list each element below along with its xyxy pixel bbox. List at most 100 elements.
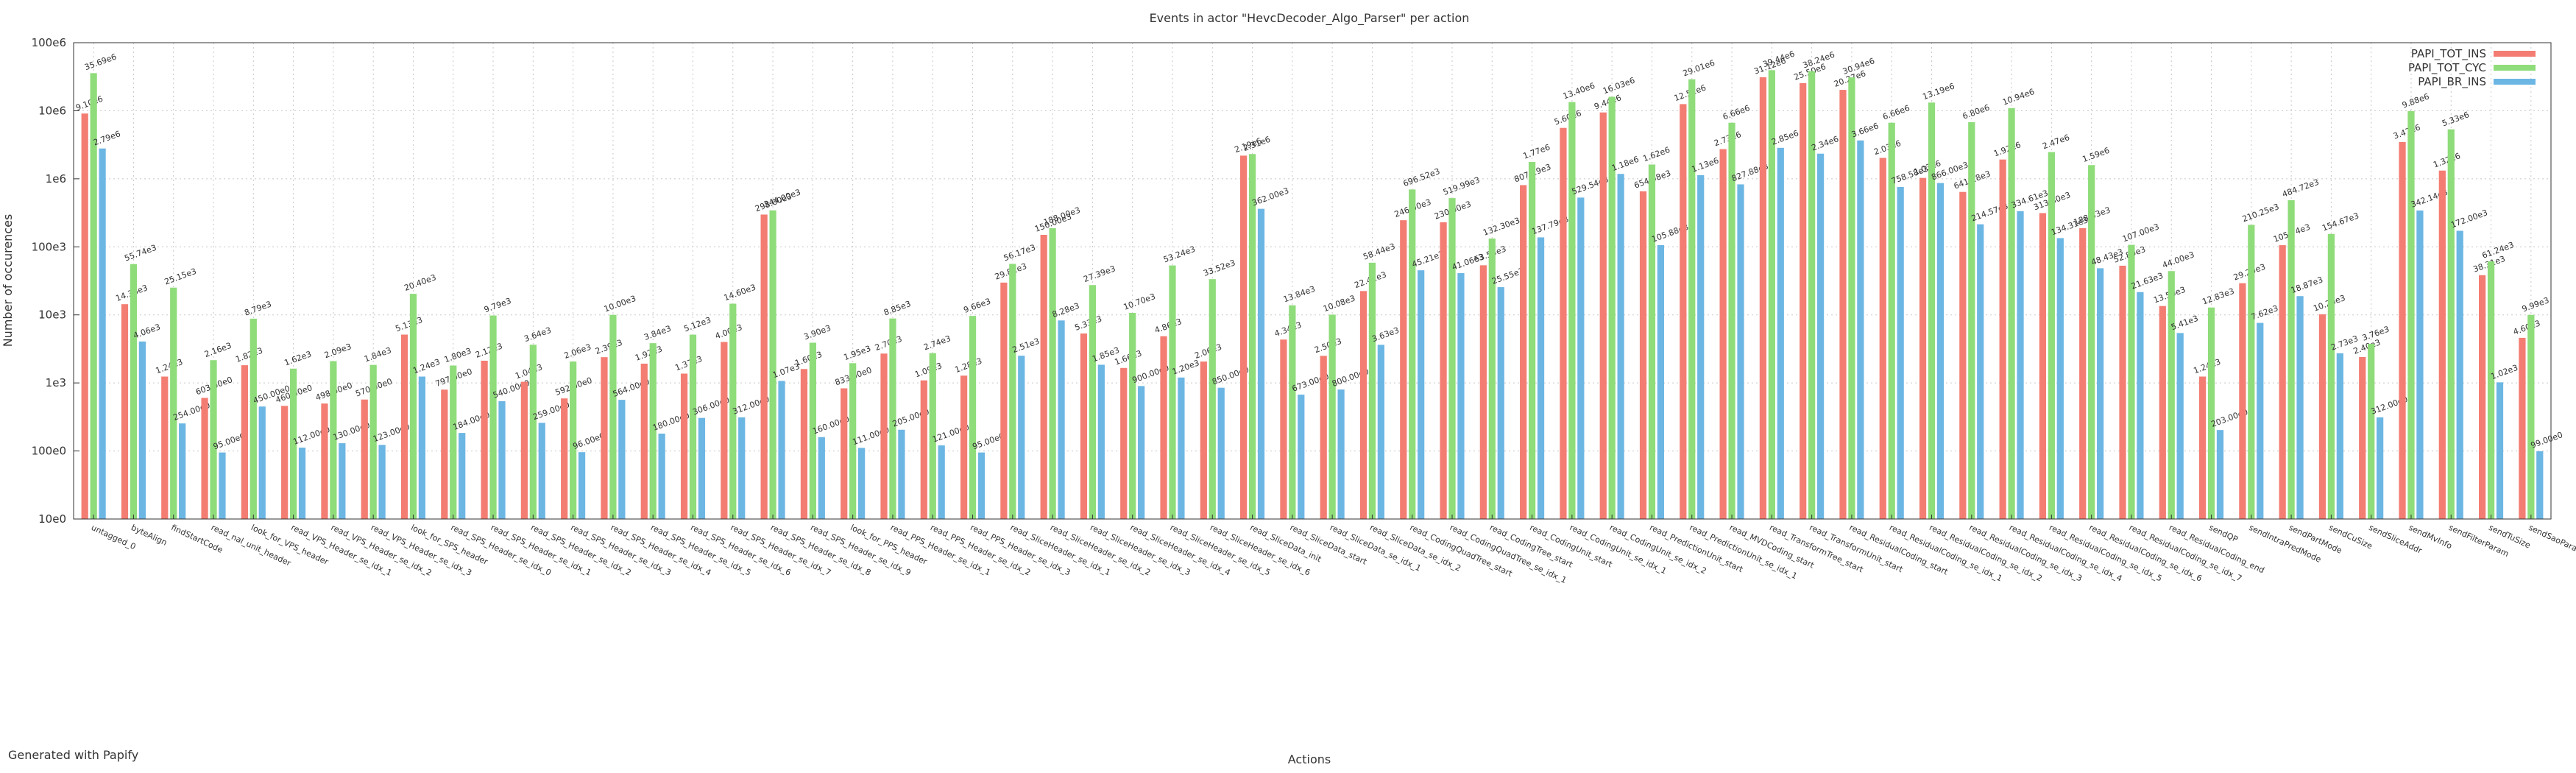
bar (960, 375, 968, 519)
bar (738, 417, 746, 519)
bar (418, 376, 426, 519)
bar (2257, 322, 2264, 519)
chart-title: Events in actor "HevcDecoder_Algo_Parser… (1150, 11, 1470, 26)
bar (1857, 140, 1864, 519)
bar (1800, 82, 1807, 519)
bar (2239, 283, 2246, 519)
bar (2496, 382, 2504, 519)
bar (2327, 233, 2335, 519)
bar (2056, 238, 2064, 519)
bar (2176, 333, 2184, 519)
bar (1479, 265, 1487, 519)
bar (1697, 174, 1705, 519)
bar (1280, 339, 1287, 519)
bar (339, 443, 346, 519)
bar (721, 342, 728, 519)
bar (2447, 129, 2455, 520)
bar (1968, 121, 1975, 519)
bar (1879, 158, 1886, 519)
legend-label: PAPI_BR_INS (2418, 75, 2486, 89)
bar (1777, 147, 1784, 520)
bar (649, 343, 657, 519)
bar (1009, 264, 1016, 519)
bar (1248, 154, 1256, 519)
bar (1018, 356, 1025, 519)
legend-swatch (2494, 79, 2536, 85)
bar (289, 368, 297, 519)
plot-frame (73, 42, 2552, 520)
legend-label: PAPI_TOT_INS (2411, 47, 2486, 61)
bar (601, 357, 608, 519)
bar (170, 287, 177, 519)
bar (1936, 183, 1945, 520)
bar (1200, 361, 1207, 519)
bar (1928, 102, 1936, 519)
bar (1657, 244, 1665, 519)
bar (1240, 155, 1248, 519)
bar (938, 445, 945, 519)
bar (1129, 312, 1136, 519)
y-tick-label: 1e3 (46, 376, 66, 389)
bar (1617, 174, 1624, 519)
bar (130, 264, 138, 519)
bar (1737, 184, 1744, 519)
bar (1440, 222, 1447, 519)
bar (1599, 112, 1607, 519)
y-tick-label: 10e0 (38, 512, 66, 526)
bar (570, 361, 577, 519)
bar (1040, 235, 1047, 519)
bar (2318, 314, 2326, 519)
bar (1897, 186, 1904, 520)
bar (1080, 333, 1088, 519)
bar (1728, 122, 1735, 519)
bar (459, 433, 466, 519)
bar (680, 373, 688, 519)
bar (2519, 337, 2526, 519)
bar (99, 148, 106, 519)
bar (1409, 189, 1416, 519)
bar (1368, 262, 1376, 519)
bar (769, 210, 776, 519)
bar (1568, 102, 1576, 520)
bar (889, 318, 896, 519)
bar (161, 376, 169, 519)
bar (1497, 287, 1504, 519)
bar (250, 318, 257, 519)
bar (1257, 208, 1265, 519)
bar (1719, 149, 1727, 519)
bar (800, 369, 808, 519)
bar (481, 360, 488, 519)
bar (138, 341, 146, 519)
bar (1848, 77, 1855, 520)
bar (1688, 79, 1696, 519)
y-tick-label: 100e6 (32, 36, 66, 49)
bar (1217, 387, 1225, 519)
bar (2487, 261, 2495, 519)
bar (658, 433, 665, 519)
bar (258, 406, 266, 519)
y-tick-label: 100e3 (32, 240, 66, 253)
bar (640, 363, 648, 519)
bar (1919, 177, 1927, 519)
bar (1488, 239, 1496, 519)
bar (2096, 268, 2104, 519)
bar (977, 452, 986, 519)
bar (2079, 227, 2087, 519)
bar (1457, 273, 1465, 519)
bar (409, 294, 417, 519)
bar (2407, 110, 2415, 519)
bar (538, 423, 545, 519)
bar (818, 437, 825, 519)
bar (2399, 141, 2406, 519)
bar (1418, 270, 1425, 519)
bar (330, 361, 337, 519)
bar (489, 315, 497, 519)
bar (2377, 417, 2384, 519)
bar (1520, 185, 1527, 520)
bar (2017, 211, 2024, 519)
bar (1289, 305, 1296, 519)
bar (1328, 314, 1336, 519)
y-tick-label: 1e6 (46, 172, 66, 186)
bar (210, 360, 217, 519)
